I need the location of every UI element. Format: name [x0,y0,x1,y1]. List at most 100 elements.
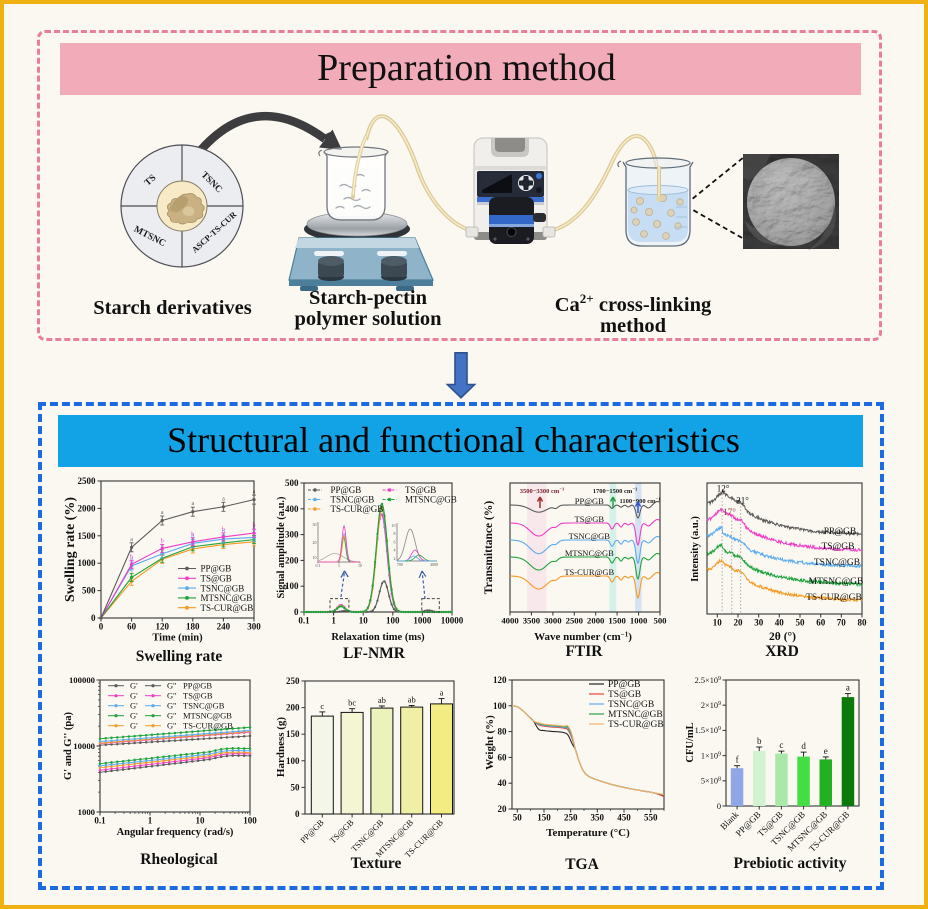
svg-text:G': G' [130,681,138,691]
svg-text:TS-CUR@GB: TS-CUR@GB [183,721,233,731]
svg-text:e: e [824,746,828,756]
svg-text:b: b [222,527,225,533]
svg-text:ab: ab [378,695,386,705]
svg-text:20: 20 [313,540,317,545]
svg-text:Hardness (g): Hardness (g) [275,717,287,778]
svg-text:0.1: 0.1 [298,616,310,626]
svg-text:60: 60 [498,752,508,762]
svg-text:MTSNC@GB: MTSNC@GB [183,711,232,721]
svg-text:500: 500 [653,616,667,626]
svg-text:TS@GB: TS@GB [405,485,436,495]
svg-text:1000: 1000 [413,616,432,626]
svg-text:TS@GB: TS@GB [183,691,213,701]
svg-text:PP@GB: PP@GB [331,485,362,495]
svg-text:2θ (°): 2θ (°) [769,631,796,643]
svg-text:0: 0 [294,607,299,617]
svg-text:10: 10 [359,616,369,626]
svg-text:TSNC@GB: TSNC@GB [183,701,225,711]
svg-text:TS-CUR@GB: TS-CUR@GB [201,603,254,613]
svg-text:70: 70 [837,618,847,628]
svg-text:1000: 1000 [630,616,648,626]
svg-text:200: 200 [286,703,300,713]
svg-text:20: 20 [498,804,508,814]
svg-text:3000: 3000 [544,616,562,626]
svg-text:0: 0 [717,802,721,811]
svg-text:100: 100 [286,756,300,766]
svg-text:1100−900 cm−1: 1100−900 cm−1 [620,497,662,505]
svg-text:G': G' [130,701,138,711]
svg-text:10: 10 [392,523,396,528]
svg-text:TSNC@GB: TSNC@GB [569,531,611,541]
svg-text:TSNC@GB: TSNC@GB [608,700,654,710]
svg-text:4000: 4000 [430,562,438,567]
svg-text:450: 450 [617,813,631,823]
svg-text:80: 80 [498,727,508,737]
svg-text:120: 120 [493,675,507,685]
svg-text:TS-CUR@GB: TS-CUR@GB [564,567,614,577]
svg-text:500: 500 [285,478,299,488]
svg-text:1: 1 [338,563,340,568]
svg-text:PP@GB: PP@GB [608,680,641,690]
svg-text:TS@GB: TS@GB [575,514,605,524]
svg-text:150: 150 [537,813,551,823]
svg-text:G'': G'' [167,701,177,711]
svg-text:MTSNC@GB: MTSNC@GB [201,593,253,603]
svg-text:250: 250 [286,676,300,686]
svg-text:Transmittance (%): Transmittance (%) [483,501,495,595]
svg-text:1000: 1000 [78,558,97,568]
svg-text:2500: 2500 [78,476,97,486]
svg-text:4: 4 [394,548,396,553]
svg-text:100: 100 [386,616,400,626]
svg-text:b: b [191,532,194,538]
svg-text:PP@GB: PP@GB [575,496,604,506]
svg-text:50: 50 [513,813,523,823]
svg-text:PP@GB: PP@GB [298,817,326,845]
svg-text:2000: 2000 [78,503,97,513]
svg-text:1.5×109: 1.5×109 [695,726,721,735]
svg-text:400: 400 [285,504,299,514]
svg-text:5×108: 5×108 [701,777,721,786]
svg-text:TS@GB: TS@GB [608,690,641,700]
svg-text:CFU/mL: CFU/mL [685,722,696,762]
svg-text:TS-CUR@GB: TS-CUR@GB [331,504,384,514]
svg-text:3500−3300 cm−1: 3500−3300 cm−1 [520,487,565,495]
svg-text:1×109: 1×109 [701,751,721,760]
svg-text:TS-CUR@GB: TS-CUR@GB [608,720,664,730]
svg-text:TSNC@GB: TSNC@GB [201,583,245,593]
svg-text:TS-CUR@GB: TS-CUR@GB [806,593,862,603]
svg-text:b: b [253,523,256,529]
svg-text:100000: 100000 [69,675,96,685]
svg-text:MTSNC@GB: MTSNC@GB [608,710,663,720]
svg-text:Signal amplitude (a.u.): Signal amplitude (a.u.) [276,496,287,599]
svg-text:2: 2 [394,556,396,561]
svg-text:b: b [130,556,133,562]
svg-text:G': G' [130,711,138,721]
svg-text:0.1: 0.1 [94,816,106,826]
svg-text:8: 8 [394,531,396,536]
svg-text:PP@GB: PP@GB [183,681,212,691]
svg-text:b: b [191,534,194,540]
svg-text:PP@GB: PP@GB [201,564,232,574]
svg-text:17°: 17° [723,507,736,517]
svg-text:10: 10 [358,563,362,568]
svg-text:50: 50 [796,618,806,628]
svg-text:a: a [161,510,164,516]
svg-text:1: 1 [331,616,336,626]
svg-text:4000: 4000 [501,616,519,626]
svg-text:3500: 3500 [523,616,541,626]
svg-text:300: 300 [285,530,299,540]
svg-text:500: 500 [82,586,96,596]
svg-text:2500: 2500 [566,616,584,626]
svg-text:PP@GB: PP@GB [824,527,857,537]
svg-text:c: c [130,567,133,573]
svg-text:a: a [191,501,194,507]
svg-text:350: 350 [591,813,605,823]
svg-text:b: b [161,538,164,544]
svg-text:50: 50 [291,782,301,792]
svg-text:21°: 21° [736,496,749,506]
svg-text:d: d [801,741,806,751]
svg-text:12°: 12° [717,484,730,494]
svg-text:Swelling rate (%): Swelling rate (%) [63,497,78,602]
svg-text:a: a [130,537,133,543]
svg-text:G': G' [130,721,138,731]
